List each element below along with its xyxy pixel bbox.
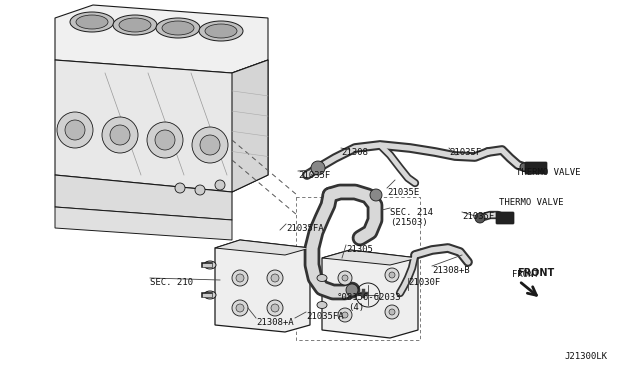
Circle shape [110, 125, 130, 145]
Circle shape [57, 112, 93, 148]
Text: SEC. 214: SEC. 214 [390, 208, 433, 217]
Text: THERMO VALVE: THERMO VALVE [516, 168, 580, 177]
Circle shape [385, 305, 399, 319]
Ellipse shape [119, 18, 151, 32]
Text: FRONT: FRONT [512, 270, 539, 279]
Text: 21035E: 21035E [387, 188, 419, 197]
Text: (4): (4) [348, 303, 364, 312]
Text: 21030F: 21030F [408, 278, 440, 287]
Ellipse shape [76, 15, 108, 29]
Circle shape [267, 270, 283, 286]
Circle shape [232, 300, 248, 316]
Circle shape [236, 304, 244, 312]
Text: 21308: 21308 [341, 148, 368, 157]
Ellipse shape [204, 261, 216, 269]
Circle shape [271, 304, 279, 312]
Circle shape [155, 130, 175, 150]
Circle shape [147, 122, 183, 158]
Ellipse shape [156, 18, 200, 38]
Circle shape [195, 185, 205, 195]
Polygon shape [55, 175, 232, 220]
Text: 21035FA: 21035FA [286, 224, 324, 233]
Ellipse shape [70, 12, 114, 32]
Ellipse shape [475, 213, 485, 223]
Circle shape [338, 308, 352, 322]
Ellipse shape [317, 275, 327, 282]
Polygon shape [215, 240, 310, 332]
Polygon shape [322, 250, 418, 265]
Circle shape [389, 309, 395, 315]
Circle shape [271, 274, 279, 282]
Text: °08156-62033: °08156-62033 [337, 293, 401, 302]
Circle shape [342, 275, 348, 281]
Text: 21308+A: 21308+A [256, 318, 294, 327]
Text: 21035FA: 21035FA [306, 312, 344, 321]
Polygon shape [215, 240, 310, 255]
Polygon shape [322, 250, 418, 338]
Circle shape [65, 120, 85, 140]
Ellipse shape [311, 161, 325, 175]
Circle shape [192, 127, 228, 163]
Text: 21035F: 21035F [298, 171, 330, 180]
Circle shape [236, 274, 244, 282]
Text: 21035F: 21035F [462, 212, 494, 221]
Circle shape [232, 270, 248, 286]
Ellipse shape [113, 15, 157, 35]
Text: 21305: 21305 [346, 245, 373, 254]
Text: THERMO VALVE: THERMO VALVE [499, 198, 563, 207]
Polygon shape [55, 207, 232, 240]
Text: FRONT: FRONT [517, 268, 554, 278]
Polygon shape [55, 5, 268, 73]
Circle shape [200, 135, 220, 155]
Ellipse shape [317, 301, 327, 308]
Polygon shape [55, 60, 268, 192]
Text: 21035F: 21035F [449, 148, 481, 157]
Circle shape [175, 183, 185, 193]
Text: SEC. 210: SEC. 210 [150, 278, 193, 287]
Ellipse shape [370, 189, 382, 201]
Ellipse shape [313, 163, 323, 173]
Ellipse shape [346, 284, 358, 296]
Circle shape [342, 312, 348, 318]
Text: J21300LK: J21300LK [564, 352, 607, 361]
Text: (21503): (21503) [390, 218, 428, 227]
Ellipse shape [199, 21, 243, 41]
FancyBboxPatch shape [525, 162, 547, 174]
Ellipse shape [520, 163, 528, 171]
Ellipse shape [204, 291, 216, 299]
Circle shape [389, 272, 395, 278]
Polygon shape [232, 60, 268, 192]
Circle shape [338, 271, 352, 285]
Text: 21308+B: 21308+B [432, 266, 470, 275]
Ellipse shape [162, 21, 194, 35]
Circle shape [267, 300, 283, 316]
Circle shape [385, 268, 399, 282]
FancyBboxPatch shape [496, 212, 514, 224]
Ellipse shape [205, 24, 237, 38]
Circle shape [215, 180, 225, 190]
Circle shape [102, 117, 138, 153]
